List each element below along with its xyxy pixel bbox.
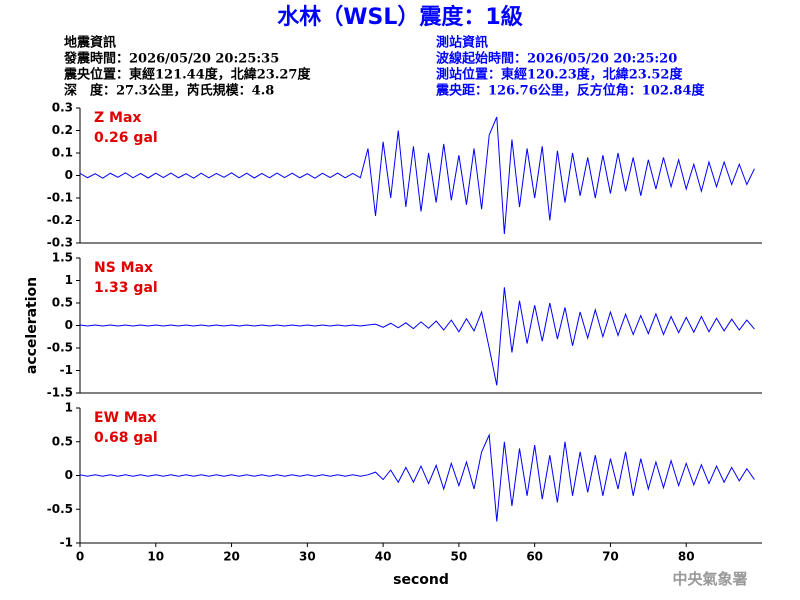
x-tick-label: 20 xyxy=(223,550,240,564)
y-tick-label: 1 xyxy=(65,273,73,287)
y-tick-label: 0 xyxy=(65,318,73,332)
annotation: 0.26 gal xyxy=(94,130,158,146)
x-tick-label: 70 xyxy=(602,550,619,564)
y-tick-label: 0 xyxy=(65,168,73,182)
annotation: Z Max xyxy=(94,110,141,126)
event-info: 發震時間：2026/05/20 20:25:35 xyxy=(63,51,279,67)
annotation: EW Max xyxy=(94,410,156,426)
event-info: 震央位置：東經121.44度，北緯23.27度 xyxy=(63,67,311,83)
station-info: 波線起始時間：2026/05/20 20:25:20 xyxy=(436,51,677,67)
x-tick-label: 30 xyxy=(299,550,316,564)
station-info: 測站資訊 xyxy=(436,35,488,51)
y-axis-label: acceleration xyxy=(24,277,40,374)
event-info: 地震資訊 xyxy=(64,35,116,51)
x-tick-label: 60 xyxy=(526,550,543,564)
station-info: 測站位置：東經120.23度，北緯23.52度 xyxy=(436,67,683,83)
waveform xyxy=(79,433,755,522)
y-tick-label: -0.2 xyxy=(47,213,73,227)
waveform xyxy=(79,116,755,235)
x-axis-label: second xyxy=(393,572,449,588)
annotation: NS Max xyxy=(94,260,153,276)
y-tick-label: -0.5 xyxy=(47,341,73,355)
y-tick-label: 0 xyxy=(65,468,73,482)
x-tick-label: 0 xyxy=(76,550,84,564)
y-tick-label: 0.5 xyxy=(52,434,73,448)
y-tick-label: -0.5 xyxy=(47,502,73,516)
y-tick-label: 0.1 xyxy=(52,146,73,160)
y-tick-label: 0.5 xyxy=(52,296,73,310)
y-tick-label: -1.5 xyxy=(47,386,73,400)
annotation: 0.68 gal xyxy=(94,430,158,446)
footer: 中央氣象署 xyxy=(672,570,747,588)
chart-title: 水林（WSL）震度：1級 xyxy=(277,4,522,30)
y-tick-label: -1 xyxy=(60,536,73,550)
y-tick-label: -0.1 xyxy=(47,191,73,205)
station-info: 震央距：126.76公里，反方位角：102.84度 xyxy=(435,83,706,99)
x-tick-label: 10 xyxy=(147,550,164,564)
y-tick-label: -1 xyxy=(60,363,73,377)
y-tick-label: 1.5 xyxy=(52,251,73,265)
y-tick-label: 0.2 xyxy=(52,123,73,137)
event-info: 深 度：27.3公里，芮氏規模：4.8 xyxy=(64,83,274,99)
x-tick-label: 80 xyxy=(678,550,695,564)
waveform xyxy=(79,287,755,386)
y-tick-label: 1 xyxy=(65,401,73,415)
annotation: 1.33 gal xyxy=(94,280,158,296)
x-tick-label: 50 xyxy=(451,550,468,564)
y-tick-label: 0.3 xyxy=(52,101,73,115)
y-tick-label: -0.3 xyxy=(47,236,73,250)
x-tick-label: 40 xyxy=(375,550,392,564)
